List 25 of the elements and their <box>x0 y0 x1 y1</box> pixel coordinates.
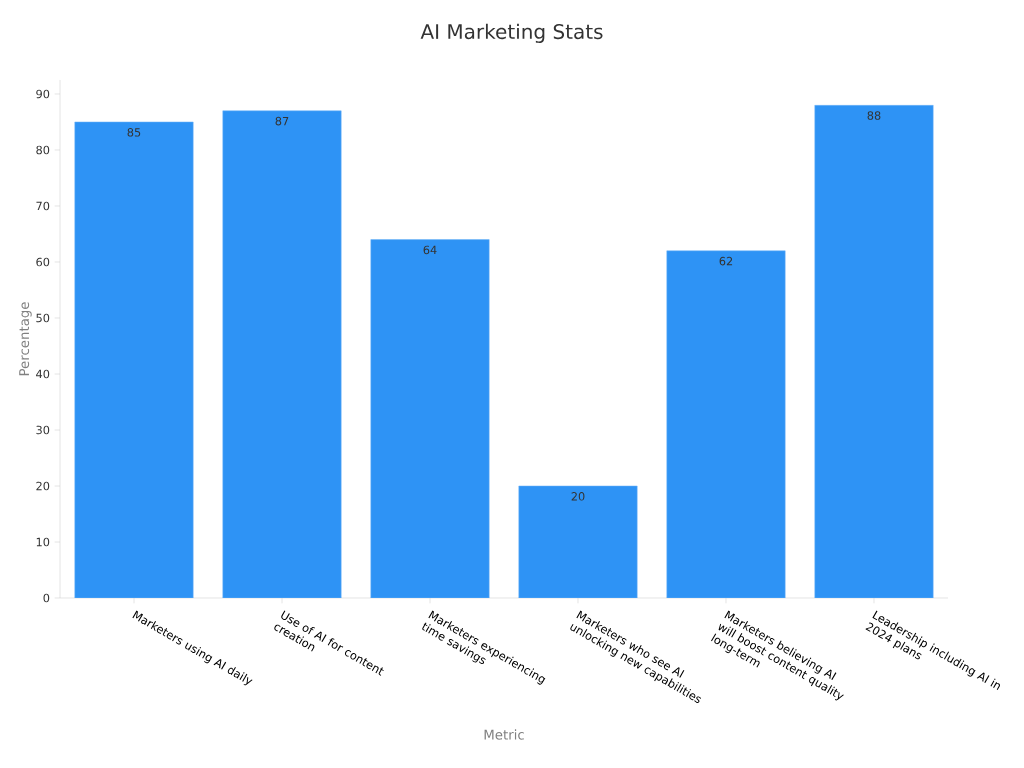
data-label: 88 <box>867 111 881 120</box>
x-axis-title: Metric <box>484 729 524 740</box>
data-label: 85 <box>127 128 141 137</box>
y-tick-label: 30 <box>36 425 50 435</box>
y-tick-label: 50 <box>36 313 50 323</box>
bar <box>74 121 194 598</box>
bar <box>370 239 490 598</box>
bar <box>518 485 638 598</box>
bar <box>222 110 342 598</box>
y-tick-label: 10 <box>36 537 50 547</box>
y-axis-title: Percentage <box>19 302 32 376</box>
bar <box>666 250 786 598</box>
data-label: 62 <box>719 256 733 266</box>
y-tick-label: 20 <box>36 481 50 491</box>
data-label: 87 <box>275 116 289 126</box>
y-tick-label: 60 <box>36 257 50 267</box>
y-tick-label: 0 <box>43 593 50 603</box>
data-label: 64 <box>423 245 437 255</box>
chart-title: AI Marketing Stats <box>420 23 603 44</box>
data-label: 20 <box>571 492 585 501</box>
bar <box>814 104 934 598</box>
y-tick-label: 40 <box>36 369 50 379</box>
y-tick-label: 70 <box>36 201 50 211</box>
y-tick-label: 90 <box>36 89 50 99</box>
y-tick-label: 80 <box>36 145 50 155</box>
